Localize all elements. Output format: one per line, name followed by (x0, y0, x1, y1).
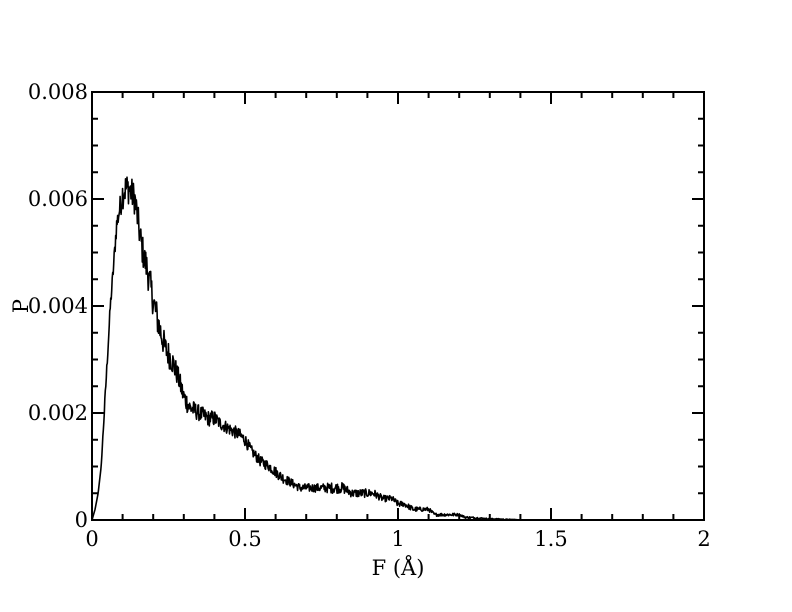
x-tick-label: 0.5 (228, 527, 261, 551)
x-axis-label: F (Å) (372, 555, 425, 580)
y-axis-label: P (9, 299, 33, 313)
y-tick-label: 0 (75, 508, 88, 532)
y-tick-label: 0.002 (28, 401, 88, 425)
axis-ticks (91, 91, 705, 521)
x-tick-label: 0 (85, 527, 98, 551)
series-line (91, 176, 537, 521)
x-tick-label: 1.5 (534, 527, 567, 551)
tick-labels: 0 0.5 1 1.5 2 0 0.002 0.004 0.006 0.008 (28, 80, 711, 551)
x-tick-label: 1 (391, 527, 404, 551)
x-tick-label: 2 (697, 527, 710, 551)
y-tick-label: 0.006 (28, 187, 88, 211)
plot-frame (91, 91, 705, 521)
y-tick-label: 0.004 (28, 294, 88, 318)
y-tick-label: 0.008 (28, 80, 88, 104)
